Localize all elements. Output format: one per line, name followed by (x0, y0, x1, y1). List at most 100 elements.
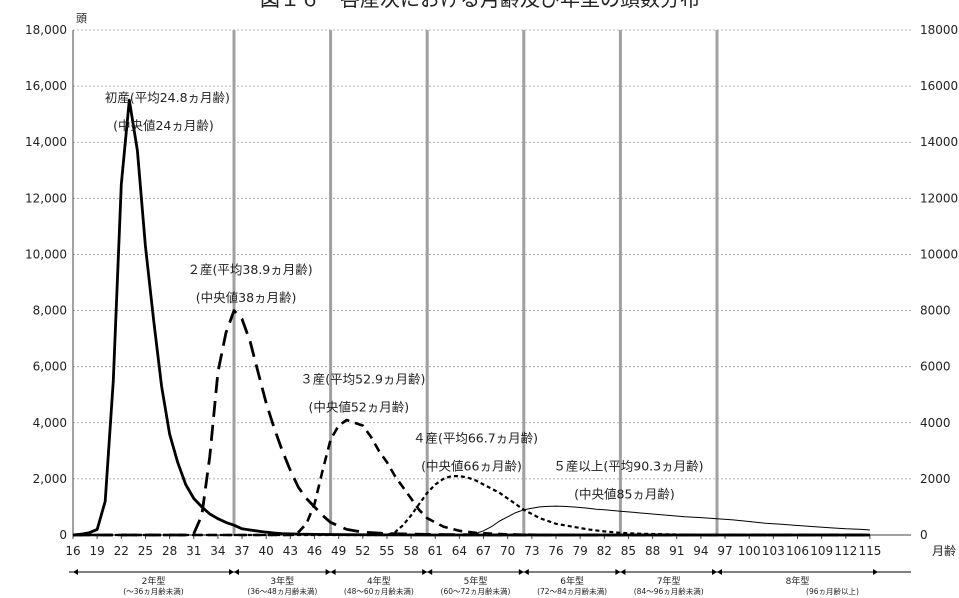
year-type-arrow-left (330, 569, 336, 575)
year-type-range: (48〜60ヵ月齢未満) (344, 586, 414, 596)
year-type-range: (60〜72ヵ月齢未満) (441, 586, 511, 596)
x-tick-label: 91 (669, 544, 684, 558)
year-type-separators (232, 30, 719, 535)
y-tick-label-left: 4,000 (33, 416, 67, 430)
series-annotation-median: (中央値38ヵ月齢) (196, 290, 297, 305)
y-tick-label-right: 8000 (920, 304, 951, 318)
year-type-range: (96ヵ月齢以上) (806, 586, 859, 596)
x-tick-label: 25 (138, 544, 153, 558)
y-tick-label-left: 2,000 (33, 472, 67, 486)
x-tick-label: 55 (379, 544, 394, 558)
y-tick-label-right: 2000 (920, 472, 951, 486)
series-line-3 (73, 418, 870, 537)
y-tick-label-right: 4000 (920, 416, 951, 430)
year-type-arrow-left (620, 569, 626, 575)
y-tick-label-left: 8,000 (33, 304, 67, 318)
x-tick-label: 40 (259, 544, 274, 558)
year-type-label: 5年型 (464, 575, 488, 587)
year-type-range: (36〜48ヵ月齢未満) (247, 586, 317, 596)
y-tick-label-left: 10,000 (25, 247, 67, 261)
x-tick-label: 49 (331, 544, 346, 558)
y-tick-label-left: 16,000 (25, 79, 67, 93)
y-tick-label-right: 6000 (920, 360, 951, 374)
series-annotation-mean: ４産(平均66.7ヵ月齢) (413, 430, 538, 445)
year-type-arrow-right (615, 569, 621, 575)
y-axis-unit-label: 頭 (76, 12, 87, 25)
x-axis-ticks: 16 19 22 25 28 31 34 37 40 43 46 49 52 55 58 61 64 67 70 73… (65, 535, 881, 558)
x-tick-label: 19 (90, 544, 105, 558)
x-tick-label: 52 (355, 544, 370, 558)
series-annotation-mean: ３産(平均52.9ヵ月齢) (300, 372, 425, 387)
x-tick-label: 28 (162, 544, 177, 558)
x-tick-label: 76 (548, 544, 563, 558)
year-type-range: (〜36ヵ月齢未満) (123, 586, 183, 596)
x-tick-label: 67 (476, 544, 491, 558)
chart-title: 図１６ 各産次における月齢及び年型の頭数分布 (260, 0, 700, 11)
y-tick-label-left: 14,000 (25, 135, 67, 149)
x-tick-label: 100 (738, 544, 761, 558)
y-tick-label-left: 18,000 (25, 23, 67, 37)
y-tick-label-right: 16000 (920, 79, 958, 93)
x-tick-label: 109 (810, 544, 833, 558)
y-tick-label-right: 14000 (920, 135, 958, 149)
y-tick-label-right: 18000 (920, 23, 958, 37)
y-tick-label-left: 6,000 (33, 360, 67, 374)
series-annotation-mean: ５産以上(平均90.3ヵ月齢) (553, 458, 703, 473)
x-tick-label: 58 (403, 544, 418, 558)
series-annotation-median: (中央値66ヵ月齢) (421, 458, 522, 473)
year-type-label: 2年型 (142, 575, 166, 587)
y-tick-label-left: 12,000 (25, 191, 67, 205)
x-tick-label: 70 (500, 544, 515, 558)
year-type-range: (84〜96ヵ月齢未満) (634, 586, 704, 596)
series-annotation-mean: 初産(平均24.8ヵ月齢) (105, 90, 230, 105)
x-tick-label: 82 (597, 544, 612, 558)
x-tick-label: 22 (114, 544, 129, 558)
year-type-range: (72〜84ヵ月齢未満) (537, 586, 607, 596)
year-type-arrow-right (422, 569, 428, 575)
series-line-4 (73, 475, 870, 537)
year-type-arrow-left (523, 569, 529, 575)
year-type-label: 8年型 (786, 575, 810, 587)
year-type-label: 7年型 (657, 575, 681, 587)
x-tick-label: 34 (210, 544, 225, 558)
x-tick-label: 46 (307, 544, 322, 558)
x-tick-label: 61 (428, 544, 443, 558)
x-axis-unit-label: 月齢 (932, 543, 956, 558)
year-type-label: 4年型 (367, 575, 391, 587)
series-annotation-median: (中央値85ヵ月齢) (574, 486, 675, 501)
x-tick-label: 88 (645, 544, 660, 558)
year-type-label: 3年型 (270, 575, 294, 587)
y-tick-label-right: 0 (920, 528, 928, 542)
x-tick-label: 106 (786, 544, 809, 558)
y-axis-ticks: 0 0 2,000 2000 4,000 4000 6,000 6000 8,000 8000 10… (25, 23, 958, 542)
x-tick-label: 115 (858, 544, 881, 558)
year-type-arrow-left (717, 569, 722, 575)
year-type-label: 6年型 (560, 575, 584, 587)
x-tick-label: 16 (65, 544, 80, 558)
x-tick-label: 64 (452, 544, 467, 558)
year-type-band: 2年型(〜36ヵ月齢未満) 3年型(36〜48ヵ月齢未満) 4年型(48〜60ヵ月齢… (69, 569, 911, 596)
year-type-arrow-right (325, 569, 331, 575)
x-tick-label: 112 (834, 544, 857, 558)
year-type-arrow-left (234, 569, 239, 575)
year-type-arrow-left (427, 569, 433, 575)
series-line-5 (73, 505, 870, 536)
series-annotations: 初産(平均24.8ヵ月齢) (中央値24ヵ月齢) ２産(平均38.9ヵ月齢) (中央値… (105, 90, 704, 501)
year-type-arrow-right (518, 569, 524, 575)
year-type-arrow-left (73, 569, 78, 575)
x-tick-label: 73 (524, 544, 539, 558)
year-type-arrow-right (229, 569, 234, 575)
x-tick-label: 31 (186, 544, 201, 558)
x-tick-label: 43 (283, 544, 298, 558)
y-tick-label-left: 0 (59, 528, 67, 542)
y-tick-label-right: 10000 (920, 247, 958, 261)
x-tick-label: 79 (573, 544, 588, 558)
x-tick-label: 37 (234, 544, 249, 558)
y-tick-label-right: 12000 (920, 191, 958, 205)
series-annotation-median: (中央値24ヵ月齢) (113, 118, 214, 133)
x-tick-label: 103 (762, 544, 785, 558)
year-type-arrow-right (873, 569, 878, 575)
x-tick-label: 97 (717, 544, 732, 558)
x-tick-label: 85 (621, 544, 636, 558)
